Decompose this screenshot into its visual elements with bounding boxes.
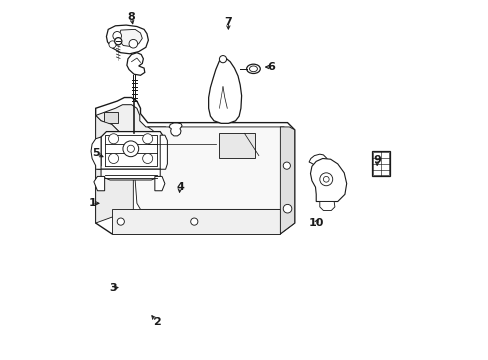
Polygon shape [319, 202, 334, 211]
Polygon shape [208, 58, 241, 123]
Circle shape [108, 134, 119, 144]
Polygon shape [308, 154, 326, 166]
Polygon shape [169, 123, 182, 136]
Polygon shape [112, 210, 280, 234]
Text: 10: 10 [308, 218, 323, 228]
Circle shape [122, 141, 139, 157]
Polygon shape [101, 169, 160, 180]
Text: 7: 7 [224, 17, 232, 27]
Polygon shape [96, 98, 294, 234]
Circle shape [283, 204, 291, 213]
Circle shape [142, 153, 152, 163]
Circle shape [115, 38, 122, 45]
Polygon shape [91, 137, 101, 169]
Polygon shape [126, 53, 144, 75]
Polygon shape [104, 112, 118, 123]
Polygon shape [135, 127, 289, 210]
Polygon shape [97, 132, 163, 169]
Polygon shape [310, 158, 346, 202]
Polygon shape [94, 176, 104, 191]
Text: 1: 1 [88, 198, 96, 208]
Circle shape [283, 162, 290, 169]
Text: 5: 5 [92, 148, 99, 158]
Circle shape [142, 134, 152, 144]
Polygon shape [371, 151, 389, 176]
Polygon shape [160, 135, 167, 169]
Circle shape [190, 218, 198, 225]
Circle shape [219, 55, 226, 63]
Text: 3: 3 [110, 283, 117, 293]
Text: 2: 2 [152, 317, 160, 327]
Text: 8: 8 [127, 12, 135, 22]
Polygon shape [96, 116, 133, 223]
Circle shape [127, 145, 134, 152]
Polygon shape [314, 162, 338, 194]
Text: 4: 4 [176, 182, 183, 192]
Polygon shape [119, 30, 142, 46]
Polygon shape [155, 176, 164, 191]
Polygon shape [96, 105, 167, 140]
Circle shape [129, 40, 137, 48]
Polygon shape [280, 127, 294, 234]
Polygon shape [106, 25, 148, 54]
Polygon shape [219, 134, 255, 158]
Circle shape [109, 41, 116, 48]
Circle shape [323, 176, 328, 182]
Text: 9: 9 [372, 155, 380, 165]
Text: 6: 6 [267, 62, 275, 72]
Circle shape [113, 32, 121, 40]
Circle shape [319, 173, 332, 186]
Circle shape [117, 218, 124, 225]
Ellipse shape [249, 66, 257, 72]
Circle shape [108, 153, 119, 163]
Ellipse shape [246, 64, 260, 73]
